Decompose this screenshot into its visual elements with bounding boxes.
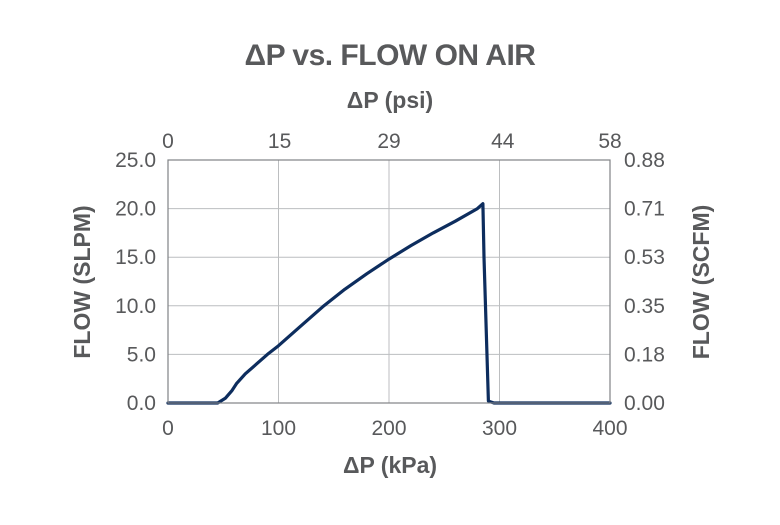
y-tick-label: 25.0 (115, 149, 156, 172)
y2-tick-label: 0.35 (624, 295, 665, 318)
chart-title: ΔP vs. FLOW ON AIR (245, 39, 537, 72)
y-tick-label: 20.0 (115, 198, 156, 221)
x-tick-label: 200 (371, 417, 406, 440)
y2-tick-label: 0.88 (624, 149, 665, 172)
x2-tick-label: 58 (598, 130, 621, 153)
y-tick-label: 0.0 (127, 392, 156, 415)
series-layer (166, 202, 612, 405)
y2-tick-label: 0.00 (624, 392, 665, 415)
x2-axis-title: ΔP (psi) (347, 87, 433, 113)
series-line-0 (166, 202, 612, 405)
x-axis-title: ΔP (kPa) (343, 452, 437, 478)
y2-tick-label: 0.71 (624, 198, 665, 221)
x-tick-label: 0 (162, 417, 174, 440)
x-tick-label: 100 (261, 417, 296, 440)
frame-layer (167, 159, 611, 404)
y-tick-label: 15.0 (115, 246, 156, 269)
y-tick-label: 5.0 (127, 343, 156, 366)
y-tick-label: 10.0 (115, 295, 156, 318)
x2-tick-label: 15 (268, 130, 291, 153)
x-tick-label: 400 (592, 417, 627, 440)
grid-layer (168, 160, 610, 403)
y2-axis-title: FLOW (SCFM) (688, 205, 714, 360)
y-axis-title: FLOW (SLPM) (69, 205, 95, 358)
x2-tick-label: 29 (377, 130, 400, 153)
tick-label-layer: 0 100 200 300 400 0 15 29 44 58 0.0 5.0 10.0 15.0 20.0… (115, 130, 665, 440)
x-tick-label: 300 (482, 417, 517, 440)
y2-tick-label: 0.53 (624, 246, 665, 269)
plot-frame (167, 159, 611, 404)
x2-tick-label: 0 (162, 130, 174, 153)
x2-tick-label: 44 (491, 130, 515, 153)
y2-tick-label: 0.18 (624, 343, 665, 366)
